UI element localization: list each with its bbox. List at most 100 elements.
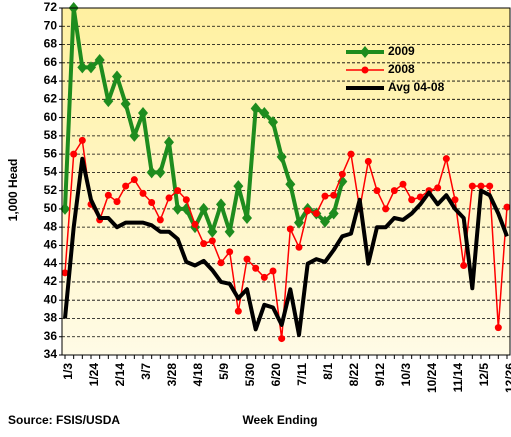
marker — [269, 267, 277, 275]
marker — [276, 150, 287, 163]
legend-label: 2009 — [388, 44, 415, 58]
x-tick-label: 8/1 — [321, 363, 335, 380]
marker — [399, 180, 407, 188]
x-tick-label: 3/28 — [165, 363, 179, 387]
y-tick-label: 64 — [44, 73, 58, 87]
marker — [191, 220, 199, 228]
marker — [61, 269, 69, 277]
marker — [364, 157, 372, 165]
x-tick-label: 3/7 — [139, 363, 153, 380]
marker — [390, 187, 398, 195]
marker — [434, 184, 442, 192]
marker — [373, 187, 381, 195]
x-tick-label: 1/24 — [87, 363, 101, 387]
marker — [130, 176, 138, 184]
marker — [198, 202, 209, 215]
marker — [460, 262, 468, 270]
y-axis-label: 1,000 Head — [6, 159, 20, 222]
marker — [278, 335, 286, 343]
marker — [224, 225, 235, 238]
marker — [104, 191, 112, 199]
y-tick-label: 48 — [44, 219, 58, 233]
y-tick-label: 36 — [44, 329, 58, 343]
marker — [503, 203, 511, 211]
marker — [260, 273, 268, 281]
legend-label: Avg 04-08 — [388, 80, 445, 94]
source: Source: FSIS/USDA — [8, 413, 120, 427]
marker — [120, 97, 131, 110]
marker — [217, 259, 225, 267]
y-tick-label: 60 — [44, 110, 58, 124]
marker — [285, 178, 296, 191]
y-tick-label: 34 — [44, 347, 58, 361]
marker — [122, 182, 130, 190]
marker — [164, 136, 174, 149]
marker — [330, 191, 338, 199]
marker — [148, 199, 156, 207]
y-tick-label: 56 — [44, 146, 58, 160]
marker — [156, 216, 164, 224]
marker — [112, 70, 122, 83]
marker — [252, 264, 260, 272]
marker — [139, 189, 147, 197]
x-tick-label: 10/3 — [399, 363, 413, 387]
y-tick-label: 66 — [44, 55, 58, 69]
legend-label: 2008 — [388, 62, 415, 76]
y-tick-label: 52 — [44, 183, 58, 197]
marker — [233, 180, 244, 193]
marker — [216, 198, 226, 211]
marker — [182, 196, 190, 204]
x-tick-label: 5/9 — [217, 363, 231, 380]
marker — [408, 196, 416, 204]
x-tick-label: 5/30 — [243, 363, 257, 387]
marker — [338, 170, 346, 178]
marker — [70, 150, 78, 158]
marker — [259, 107, 270, 120]
marker — [295, 243, 303, 251]
x-tick-label: 11/14 — [451, 363, 465, 393]
y-tick-label: 68 — [44, 37, 58, 51]
marker — [250, 102, 261, 115]
marker — [242, 212, 252, 225]
legend: 2009 2008 Avg 04-08 — [346, 44, 445, 94]
legend-marker — [360, 46, 370, 58]
legend-marker — [361, 66, 369, 74]
plot-frame — [61, 7, 511, 356]
y-tick-label: 38 — [44, 311, 58, 325]
x-tick-label: 10/24 — [425, 363, 439, 393]
marker — [208, 237, 216, 245]
marker — [243, 255, 251, 263]
marker — [78, 136, 86, 144]
y-tick-label: 46 — [44, 238, 58, 252]
x-tick-label: 8/22 — [347, 363, 361, 387]
marker — [138, 107, 148, 120]
x-tick-label: 6/20 — [269, 363, 283, 387]
marker — [268, 116, 278, 129]
marker — [103, 95, 114, 108]
marker — [200, 240, 208, 248]
series-line — [64, 139, 508, 340]
marker — [113, 198, 121, 206]
marker — [468, 182, 476, 190]
y-tick-label: 54 — [44, 165, 58, 179]
marker — [494, 324, 502, 332]
x-tick-label: 2/14 — [113, 363, 127, 387]
x-tick-label: 12/26 — [503, 363, 511, 393]
marker — [486, 182, 494, 190]
y-tick-label: 70 — [44, 18, 58, 32]
marker — [451, 196, 459, 204]
y-tick-label: 44 — [44, 256, 58, 270]
x-tick-label: 12/5 — [477, 363, 491, 387]
marker — [207, 225, 218, 238]
marker — [155, 166, 166, 179]
x-tick-label: 9/12 — [373, 363, 387, 387]
y-tick-label: 42 — [44, 274, 58, 288]
y-tick-label: 72 — [44, 0, 58, 14]
lines — [60, 2, 511, 343]
x-tick-label: 7/11 — [295, 363, 309, 386]
marker — [129, 129, 140, 142]
series-line — [63, 156, 509, 337]
marker — [328, 207, 339, 220]
marker — [442, 155, 450, 163]
